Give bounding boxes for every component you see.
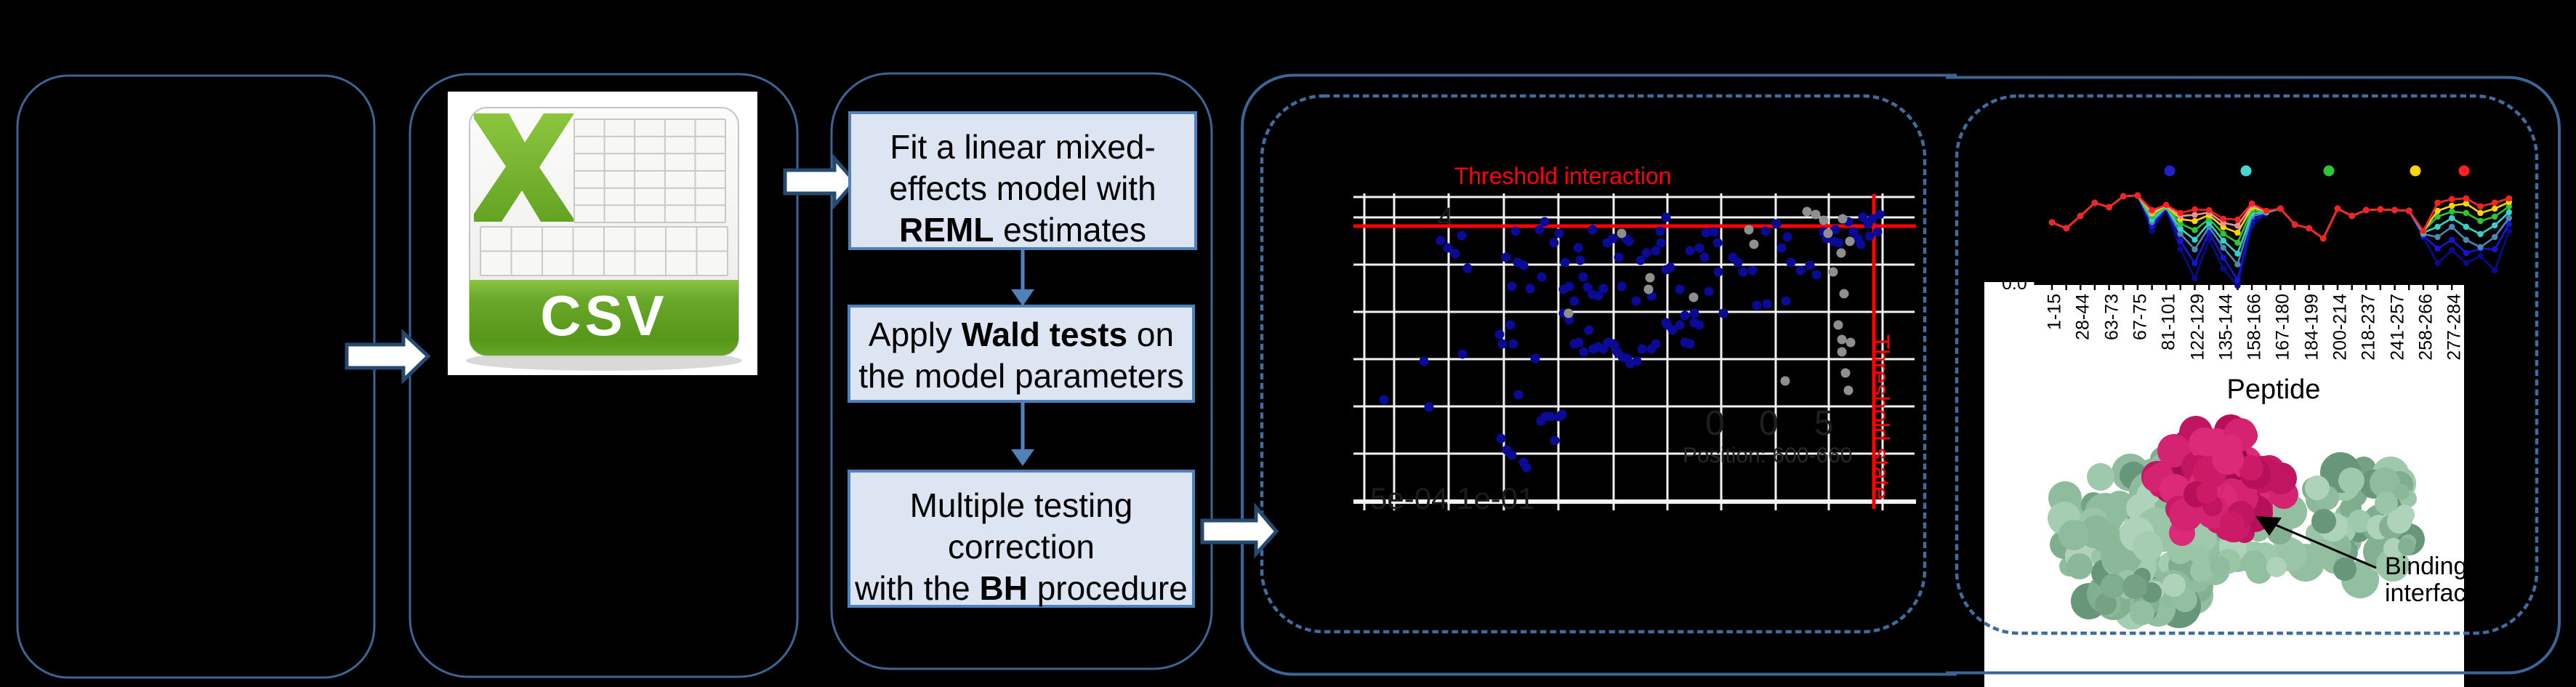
svg-text:interface: interface xyxy=(2385,579,2479,607)
svg-text:4: 4 xyxy=(1437,202,1453,234)
svg-text:0.0: 0.0 xyxy=(2002,273,2027,294)
svg-text:258-266: 258-266 xyxy=(2416,294,2436,361)
svg-text:Apply Wald tests on: Apply Wald tests on xyxy=(869,316,1174,353)
svg-text:1-15: 1-15 xyxy=(2045,294,2065,330)
svg-text:effects model with: effects model with xyxy=(889,169,1156,207)
svg-text:0: 0 xyxy=(1705,404,1725,443)
svg-text:Threshold state: Threshold state xyxy=(1867,334,1894,499)
svg-text:277-284: 277-284 xyxy=(2444,294,2465,361)
svg-text:5e-04 1e-01: 5e-04 1e-01 xyxy=(1370,481,1535,515)
svg-text:Binding: Binding xyxy=(2385,553,2467,580)
svg-text:167-180: 167-180 xyxy=(2273,294,2293,361)
svg-text:63-73: 63-73 xyxy=(2102,294,2122,340)
svg-text:218-237: 218-237 xyxy=(2359,294,2379,361)
svg-text:122-129: 122-129 xyxy=(2188,294,2208,361)
svg-text:67-75: 67-75 xyxy=(2130,294,2151,340)
svg-text:with the BH procedure: with the BH procedure xyxy=(854,569,1188,607)
svg-text:5: 5 xyxy=(1814,404,1834,443)
svg-text:200-214: 200-214 xyxy=(2330,294,2351,361)
svg-text:the model parameters: the model parameters xyxy=(858,357,1183,395)
svg-text:CSV: CSV xyxy=(540,284,667,347)
svg-text:correction: correction xyxy=(948,528,1095,566)
svg-text:81-101: 81-101 xyxy=(2159,294,2179,350)
svg-text:0: 0 xyxy=(1759,404,1779,443)
svg-text:135-144: 135-144 xyxy=(2216,294,2237,361)
svg-text:184-199: 184-199 xyxy=(2302,294,2322,361)
svg-text:Position: 600-660: Position: 600-660 xyxy=(1683,443,1853,467)
svg-text:Peptide: Peptide xyxy=(2227,374,2321,405)
svg-text:REML estimates: REML estimates xyxy=(899,211,1146,249)
svg-text:241-257: 241-257 xyxy=(2388,294,2408,361)
svg-text:Fit a linear mixed-: Fit a linear mixed- xyxy=(890,128,1156,166)
svg-text:Multiple testing: Multiple testing xyxy=(910,486,1133,524)
svg-text:28-44: 28-44 xyxy=(2073,294,2093,340)
svg-text:Threshold interaction: Threshold interaction xyxy=(1454,163,1672,189)
svg-text:158-166: 158-166 xyxy=(2245,294,2265,361)
